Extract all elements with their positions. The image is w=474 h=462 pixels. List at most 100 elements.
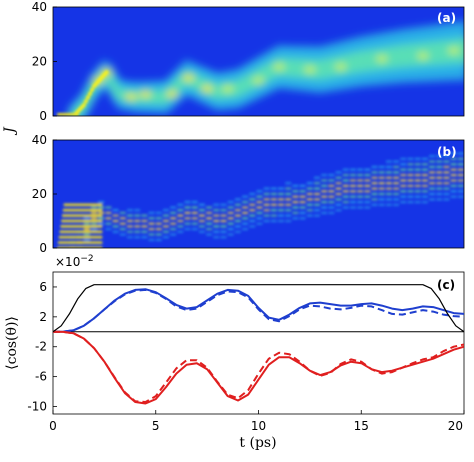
heatmap-b-band [206, 211, 213, 215]
heatmap-b-band [321, 189, 328, 193]
heatmap-b-band [321, 195, 328, 199]
heatmap-b-band [263, 214, 270, 217]
heatmap-a-hotspot [303, 65, 316, 74]
heatmap-b-band [313, 192, 320, 196]
heatmap-b-band [285, 203, 292, 207]
heatmap-b-band [306, 203, 313, 207]
heatmap-b-band [450, 173, 457, 177]
heatmap-a-baseline [73, 113, 77, 116]
heatmap-b-band [371, 176, 378, 180]
heatmap-b-band [134, 230, 141, 234]
heatmap-b-band [393, 165, 400, 169]
heatmap-b-band [364, 173, 371, 177]
heatmap-b-stripe [57, 241, 103, 244]
heatmap-a-ridge-core [83, 99, 89, 104]
heatmap-b-band [328, 200, 335, 204]
heatmap-b-band [249, 219, 256, 223]
heatmap-b-band [328, 211, 335, 215]
heatmap-a-ridge-core [87, 91, 93, 96]
panel-label-b: (b) [437, 145, 457, 159]
heatmap-b-band [385, 192, 392, 196]
heatmap-b-band [357, 195, 364, 199]
heatmap-b-band [429, 171, 436, 174]
heatmap-b-band [385, 176, 392, 180]
heatmap-b-band [98, 216, 105, 220]
heatmap-b-band [213, 225, 220, 228]
y-axis-label-J: J [2, 126, 18, 136]
heatmap-b-band [443, 181, 450, 185]
heatmap-b-band [436, 187, 443, 190]
heatmap-b-band [371, 198, 378, 201]
heatmap-b-band [134, 235, 141, 239]
heatmap-b-band [414, 162, 421, 166]
heatmap-b-band [285, 219, 292, 223]
heatmap-b-band [364, 179, 371, 182]
heatmap-b-band [263, 219, 270, 223]
heatmap-b-band [378, 198, 385, 201]
heatmap-b-band [242, 222, 249, 226]
y-tick-label: -2 [35, 340, 47, 354]
heatmap-b-band [220, 230, 227, 234]
heatmap-b-band [335, 192, 342, 196]
heatmap-b-band [443, 187, 450, 190]
heatmap-b-band [141, 235, 148, 239]
heatmap-b-band [256, 195, 263, 199]
heatmap-b-band [328, 173, 335, 177]
heatmap-b-band [263, 198, 270, 201]
heatmap-b-band [206, 227, 213, 231]
heatmap-b-band [371, 203, 378, 207]
heatmap-b-band [378, 203, 385, 207]
heatmap-b-band [105, 222, 112, 226]
heatmap-b-band [378, 171, 385, 174]
heatmap-b-band [371, 165, 378, 169]
heatmap-b-band [119, 222, 126, 226]
heatmap-b-band [119, 216, 126, 220]
heatmap-b-band [378, 176, 385, 180]
x-tick-label: 0 [49, 419, 57, 433]
y-tick-label: 2 [39, 310, 47, 324]
heatmap-b-band [335, 187, 342, 190]
heatmap-b-band [213, 214, 220, 217]
series-line-4 [53, 284, 464, 333]
heatmap-b-band [198, 203, 205, 207]
heatmap-b-band [457, 162, 464, 166]
panel-c: (c) 6 2 -2 -6 -10 0 5 10 15 20 ×10−2 ⟨cos(θ)⟩ t … [4, 254, 465, 451]
heatmap-b-band [349, 168, 356, 172]
heatmap-b-band [227, 233, 234, 236]
heatmap-b-band [91, 206, 98, 209]
line-plot-x-ticks: 0 5 10 15 20 [49, 410, 465, 433]
heatmap-b-band [321, 200, 328, 204]
heatmap-b-band [170, 233, 177, 236]
heatmap-b-band [155, 222, 162, 226]
heatmap-b-band [414, 157, 421, 161]
heatmap-b-band [134, 225, 141, 228]
heatmap-b-band [385, 203, 392, 207]
heatmap-b-band [429, 198, 436, 201]
heatmap-b-band [256, 222, 263, 226]
x-tick-label: 5 [152, 419, 160, 433]
heatmap-b-band [263, 192, 270, 196]
heatmap-b-band [342, 189, 349, 193]
heatmap-b-band [321, 206, 328, 209]
heatmap-b-band [285, 198, 292, 201]
heatmap-b-band [400, 162, 407, 166]
heatmap-b-band [177, 225, 184, 228]
heatmap-b-band [429, 160, 436, 163]
heatmap-b-band [112, 208, 119, 212]
heatmap-b-band [220, 219, 227, 223]
heatmap-b-band [393, 171, 400, 174]
heatmap-b-band [457, 179, 464, 182]
heatmap-b-band [198, 214, 205, 217]
heatmap-a-core [57, 70, 109, 116]
heatmap-b-band [421, 200, 428, 204]
heatmap-a-baseline [75, 113, 79, 116]
heatmap-b-band [170, 227, 177, 231]
heatmap-a-hotspot [139, 90, 152, 99]
heatmap-b-band [206, 206, 213, 209]
heatmap-b-band [162, 208, 169, 212]
heatmap-b-band [242, 195, 249, 199]
heatmap-b-band [184, 206, 191, 209]
heatmap-a-baseline [67, 113, 71, 116]
heatmap-b-band [191, 227, 198, 231]
heatmap-b-band [83, 216, 90, 220]
